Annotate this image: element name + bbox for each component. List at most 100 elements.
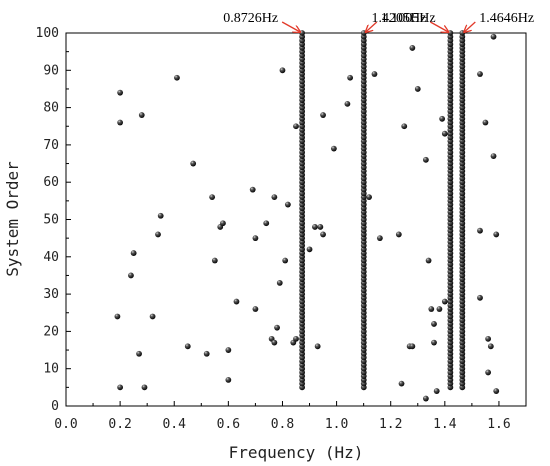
- y-tick-label: 20: [43, 324, 59, 339]
- scatter-point: [493, 231, 500, 238]
- x-tick-label: 0.0: [54, 417, 77, 432]
- y-axis-title: System Order: [3, 161, 22, 277]
- y-tick-label: 70: [43, 138, 59, 153]
- scatter-point: [347, 74, 354, 81]
- scatter-point: [344, 100, 351, 107]
- scatter-point: [482, 119, 489, 126]
- scatter-point: [439, 115, 446, 122]
- scatter-point: [130, 250, 137, 256]
- annotation-arrow: [366, 21, 378, 32]
- y-tick-label: 60: [43, 175, 59, 190]
- frequency-annotation-label: 1.4205Hz: [372, 11, 427, 26]
- scatter-point: [436, 306, 443, 312]
- scatter-point: [293, 123, 299, 130]
- scatter-point: [117, 89, 124, 96]
- scatter-point: [477, 227, 483, 234]
- scatter-point: [320, 112, 326, 118]
- stable-point: [459, 30, 466, 36]
- scatter-point: [487, 343, 494, 350]
- x-tick-label: 0.6: [217, 417, 240, 432]
- scatter-point: [441, 130, 448, 137]
- y-tick-label: 50: [43, 213, 59, 228]
- scatter-point: [320, 231, 326, 238]
- scatter-point: [138, 112, 145, 118]
- scatter-point: [314, 343, 321, 350]
- x-tick-label: 1.0: [325, 417, 348, 432]
- scatter-point: [485, 335, 492, 342]
- x-tick-label: 1.4: [433, 417, 457, 432]
- x-tick-label: 0.8: [271, 417, 294, 432]
- frequency-annotation-label: 0.8726Hz: [223, 11, 278, 26]
- stable-point: [360, 30, 367, 36]
- scatter-point: [441, 298, 448, 305]
- frequency-annotation-label: 1.4646Hz: [479, 11, 534, 26]
- stable-point: [299, 30, 306, 36]
- scatter-point: [128, 272, 134, 279]
- scatter-point: [274, 324, 280, 331]
- scatter-point: [490, 153, 497, 159]
- scatter-point: [249, 186, 256, 193]
- scatter-point: [184, 343, 191, 350]
- scatter-point: [477, 71, 483, 77]
- stable-point: [447, 30, 454, 36]
- scatter-point: [271, 194, 278, 201]
- scatter-point: [225, 376, 232, 383]
- scatter-point: [485, 369, 492, 376]
- y-tick-label: 90: [43, 63, 59, 78]
- x-axis-title: Frequency (Hz): [229, 443, 364, 462]
- scatter-point: [395, 231, 402, 238]
- scatter-point: [211, 257, 218, 264]
- scatter-point: [282, 257, 289, 264]
- scatter-point: [306, 246, 313, 253]
- annotation-arrow: [464, 21, 476, 32]
- scatter-point: [371, 71, 378, 77]
- y-tick-label: 30: [43, 287, 59, 302]
- scatter-point: [414, 86, 421, 92]
- stable-frequency-lines: [301, 33, 464, 388]
- scatter-point: [431, 339, 437, 346]
- scatter-point: [422, 156, 429, 163]
- scatter-point: [117, 119, 124, 126]
- annotation-arrow: [281, 21, 300, 32]
- scatter-point: [317, 224, 324, 230]
- scatter-point: [433, 388, 440, 394]
- scatter-point: [220, 220, 226, 227]
- scatter-point: [376, 235, 383, 242]
- y-tick-label: 40: [43, 250, 59, 265]
- scatter-point: [477, 294, 483, 301]
- scatter-point: [233, 298, 240, 305]
- scatter-point: [190, 160, 197, 167]
- scatter-point: [401, 123, 408, 130]
- scatter-point: [493, 388, 500, 394]
- scatter-point: [330, 145, 337, 152]
- scatter-point: [117, 384, 124, 391]
- scatter-point: [284, 201, 291, 208]
- scatter-point: [276, 280, 283, 286]
- scatter-point: [225, 347, 232, 353]
- scatter-point: [155, 231, 161, 238]
- x-tick-label: 1.6: [487, 417, 510, 432]
- y-tick-label: 10: [43, 362, 59, 377]
- data-points: [114, 30, 500, 402]
- scatter-point: [203, 350, 210, 357]
- scatter-point: [136, 350, 142, 357]
- plot-frame: [65, 32, 527, 407]
- scatter-point: [141, 384, 148, 391]
- scatter-point: [149, 313, 156, 320]
- y-tick-label: 100: [36, 26, 59, 41]
- scatter-point: [263, 220, 270, 227]
- scatter-point: [366, 194, 372, 201]
- scatter-point: [252, 235, 259, 242]
- scatter-point: [157, 212, 164, 219]
- annotation-arrow: [430, 21, 448, 32]
- x-tick-label: 0.2: [108, 417, 131, 432]
- frequency-annotation-label: 1.1005Hz: [381, 11, 436, 26]
- scatter-point: [279, 67, 286, 74]
- scatter-point: [252, 306, 259, 312]
- scatter-point: [409, 343, 416, 350]
- x-tick-label: 1.2: [379, 417, 402, 432]
- scatter-point: [490, 33, 497, 40]
- scatter-point: [431, 321, 437, 327]
